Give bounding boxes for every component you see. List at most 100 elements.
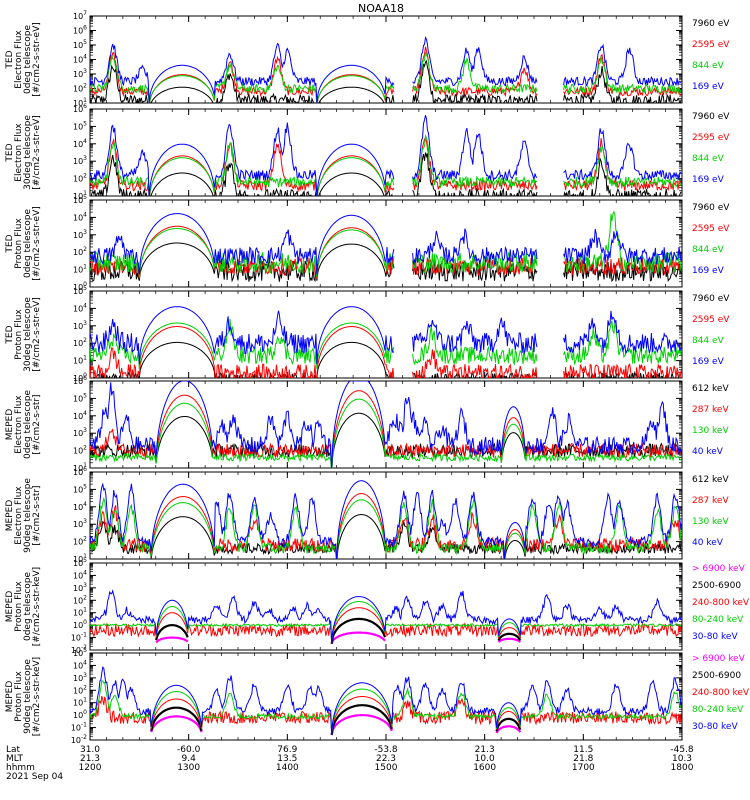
y-tick-label: 101 bbox=[73, 97, 87, 108]
y-tick-exponent: -1 bbox=[81, 722, 87, 729]
legend-entry: 2500-6900 bbox=[692, 581, 741, 591]
series-line-blue bbox=[90, 589, 682, 644]
legend-entry: 612 keV bbox=[692, 384, 729, 394]
y-tick-label: 105 bbox=[73, 647, 87, 658]
y-axis-label-line: [#/cm2-s-str] bbox=[32, 394, 42, 454]
legend-entry: 240-800 keV bbox=[692, 598, 750, 608]
y-tick-exponent: 6 bbox=[83, 375, 87, 382]
y-tick-exponent: -1 bbox=[81, 632, 87, 639]
y-tick-exponent: 0 bbox=[83, 619, 87, 626]
y-axis-label-line: 0deg telescope bbox=[23, 209, 33, 279]
panel-frame bbox=[89, 562, 683, 651]
series-line-blue bbox=[90, 213, 682, 275]
y-tick-exponent: 0 bbox=[83, 281, 87, 288]
y-tick-label: 101 bbox=[73, 264, 87, 275]
y-tick-label: 102 bbox=[73, 684, 87, 695]
lat-row-label: Lat bbox=[6, 745, 21, 755]
y-tick-label: 101 bbox=[73, 553, 87, 564]
y-tick-exponent: 3 bbox=[83, 672, 87, 679]
panel-2: 101 102 103 104 105 106 TED Electron Flux 30deg … bbox=[5, 103, 730, 201]
legend-entry: 80-240 keV bbox=[692, 615, 744, 625]
hhmm-value: 1400 bbox=[276, 763, 299, 773]
y-tick-exponent: 3 bbox=[83, 229, 87, 236]
series-group bbox=[90, 306, 682, 378]
series-line-blue bbox=[90, 36, 682, 103]
y-tick-label: 101 bbox=[73, 697, 87, 708]
y-tick-label: 104 bbox=[73, 410, 87, 421]
y-tick-exponent: 5 bbox=[83, 483, 87, 490]
y-tick-exponent: 4 bbox=[83, 302, 87, 309]
y-tick-exponent: 2 bbox=[83, 246, 87, 253]
y-tick-exponent: 2 bbox=[83, 684, 87, 691]
series-group bbox=[90, 115, 682, 196]
y-tick-label: 101 bbox=[73, 355, 87, 366]
series-line-green bbox=[90, 134, 682, 196]
series-line-green bbox=[90, 680, 682, 736]
y-axis-label-line: 0deg telescope bbox=[23, 390, 33, 460]
hhmm-value: 1300 bbox=[177, 763, 200, 773]
y-tick-label: 100 bbox=[73, 372, 87, 383]
y-tick-label: 100 bbox=[73, 619, 87, 630]
y-tick-label: 105 bbox=[73, 194, 87, 205]
y-axis-label-line: MEPED bbox=[5, 681, 15, 713]
y-tick-label: 10-2 bbox=[71, 644, 87, 655]
y-axis-label-line: [#/cm2-s-str-eV] bbox=[32, 206, 42, 281]
figure-title: NOAA18 bbox=[358, 2, 404, 15]
y-axis-label-line: TED bbox=[5, 234, 15, 253]
y-tick-exponent: 4 bbox=[83, 501, 87, 508]
y-axis-label-line: 30deg telescope bbox=[23, 297, 33, 372]
legend-entry: 30-80 keV bbox=[692, 632, 738, 642]
series-line-red bbox=[90, 225, 682, 279]
y-tick-exponent: 2 bbox=[83, 445, 87, 452]
y-axis-label-line: [#/cm2-s-str-eV] bbox=[32, 22, 42, 97]
y-tick-exponent: 0 bbox=[83, 709, 87, 716]
y-tick-label: 102 bbox=[73, 246, 87, 257]
y-tick-label: 100 bbox=[73, 709, 87, 720]
y-axis-label-line: [#/cm2-s-str-keV] bbox=[32, 657, 42, 736]
series-group bbox=[90, 36, 682, 103]
y-tick-exponent: 4 bbox=[83, 659, 87, 666]
y-axis-label-line: Electron Flux bbox=[14, 486, 24, 545]
y-tick-exponent: 2 bbox=[83, 536, 87, 543]
y-tick-label: 104 bbox=[73, 211, 87, 222]
y-tick-exponent: 2 bbox=[83, 337, 87, 344]
y-tick-exponent: 5 bbox=[83, 194, 87, 201]
y-tick-label: 103 bbox=[73, 155, 87, 166]
legend-entry: 169 eV bbox=[692, 82, 725, 92]
y-tick-exponent: 6 bbox=[83, 466, 87, 473]
y-tick-exponent: 1 bbox=[83, 97, 87, 104]
hhmm-value: 1700 bbox=[572, 763, 595, 773]
y-tick-label: 103 bbox=[73, 229, 87, 240]
legend-entry: 844 eV bbox=[692, 336, 725, 346]
mlt-value: 13.5 bbox=[277, 754, 297, 764]
y-tick-exponent: 1 bbox=[83, 355, 87, 362]
y-axis-label-line: TED bbox=[5, 143, 15, 162]
y-axis-label-line: Electron Flux bbox=[14, 30, 24, 89]
lat-value: -45.8 bbox=[670, 745, 694, 755]
y-axis-label-line: Proton Flux bbox=[14, 581, 24, 632]
series-line-green bbox=[90, 51, 682, 103]
y-tick-exponent: 5 bbox=[83, 39, 87, 46]
legend-entry: 2500-6900 bbox=[692, 671, 741, 681]
y-tick-label: 102 bbox=[73, 536, 87, 547]
y-tick-exponent: 6 bbox=[83, 103, 87, 110]
y-axis-label-line: [#/cm2-s-str-eV] bbox=[32, 297, 42, 372]
legend-entry: > 6900 keV bbox=[692, 564, 746, 574]
y-tick-label: 105 bbox=[73, 120, 87, 131]
legend-entry: 844 eV bbox=[692, 61, 725, 71]
y-tick-label: 104 bbox=[73, 501, 87, 512]
series-line-black bbox=[150, 704, 522, 736]
legend-entry: 7960 eV bbox=[692, 294, 730, 304]
series-line-magenta bbox=[155, 631, 521, 645]
y-axis-label-line: MEPED bbox=[5, 500, 15, 532]
legend-entry: 2595 eV bbox=[692, 40, 730, 50]
series-line-red bbox=[90, 325, 682, 378]
y-tick-exponent: 1 bbox=[83, 607, 87, 614]
y-tick-exponent: 5 bbox=[83, 647, 87, 654]
y-tick-label: 105 bbox=[73, 285, 87, 296]
y-tick-label: 103 bbox=[73, 672, 87, 683]
y-axis-label-line: Proton Flux bbox=[14, 309, 24, 360]
date-label: 2021 Sep 04 bbox=[6, 772, 63, 782]
